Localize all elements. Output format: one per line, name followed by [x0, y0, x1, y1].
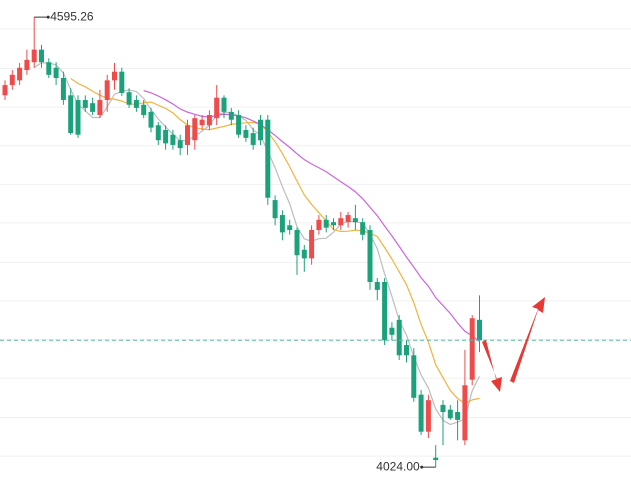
- candle-body: [68, 95, 74, 134]
- moving-average: [33, 62, 481, 426]
- candle-body: [206, 115, 212, 126]
- candle-body: [250, 133, 256, 145]
- annotation-dot: [46, 15, 50, 19]
- annotation-label: 4024.00: [376, 459, 420, 473]
- candle-body: [17, 67, 23, 81]
- candle-body: [352, 218, 358, 223]
- candle-body: [462, 385, 468, 441]
- candle-body: [360, 222, 366, 235]
- candle-body: [440, 404, 446, 412]
- candle-body: [331, 222, 336, 226]
- candle-body: [323, 219, 329, 228]
- candle-body: [447, 409, 453, 419]
- candle-body: [185, 125, 190, 145]
- candle-body: [155, 125, 161, 141]
- candle-body: [418, 394, 424, 432]
- candle-body: [294, 230, 300, 256]
- candle-body: [316, 219, 322, 231]
- candle-body: [389, 327, 395, 335]
- candle-body: [425, 400, 431, 432]
- candle-body: [338, 218, 344, 226]
- candle-body: [345, 215, 351, 223]
- candle-body: [192, 118, 198, 141]
- candle-body: [272, 200, 278, 219]
- candle-body: [265, 119, 271, 198]
- candle-body: [119, 71, 125, 93]
- moving-average: [143, 90, 480, 343]
- candle-body: [258, 119, 263, 141]
- candle-body: [97, 100, 103, 116]
- candle-body: [309, 230, 315, 259]
- candle-body: [199, 119, 205, 126]
- candle-body: [243, 129, 249, 138]
- candle-body: [455, 411, 461, 420]
- candle-body: [396, 319, 402, 356]
- candle-body: [177, 140, 183, 149]
- candle-body: [279, 215, 285, 233]
- moving-average: [70, 78, 480, 405]
- candle-body: [382, 282, 388, 341]
- candle-body: [374, 282, 380, 290]
- candle-body: [367, 230, 373, 283]
- candle-body: [39, 49, 44, 63]
- candle-body: [141, 104, 147, 116]
- arrows: [482, 297, 545, 392]
- candle-body: [75, 100, 81, 135]
- candle-body: [148, 111, 154, 128]
- candle-body: [46, 62, 52, 75]
- candle-body: [469, 318, 475, 380]
- candle-body: [301, 249, 307, 259]
- candle-body: [411, 355, 417, 398]
- candle-body: [2, 85, 8, 96]
- candle-body: [133, 100, 139, 108]
- candle-body: [24, 59, 30, 71]
- down-arrow: [482, 340, 502, 392]
- candle-body: [53, 67, 59, 78]
- candle-body: [236, 115, 242, 135]
- candle-body: [60, 77, 66, 101]
- annotation-label: 4595.26: [50, 9, 94, 23]
- annotation-dot: [420, 465, 424, 469]
- candle-body: [287, 225, 293, 231]
- candle-body: [126, 92, 132, 105]
- candle-body: [82, 100, 88, 108]
- candle-body: [163, 129, 169, 144]
- candle-body: [228, 111, 234, 120]
- candle-body: [221, 97, 227, 112]
- candle-body: [90, 103, 96, 112]
- candle-body: [404, 345, 409, 356]
- candle-body: [433, 457, 439, 461]
- candle-body: [104, 80, 110, 101]
- candle-body: [170, 134, 176, 145]
- candle-body: [214, 97, 220, 119]
- candle-body: [31, 49, 37, 63]
- candle-body: [112, 71, 117, 81]
- up-arrow: [510, 297, 545, 383]
- candle-body: [477, 319, 482, 341]
- candle-body: [9, 74, 15, 86]
